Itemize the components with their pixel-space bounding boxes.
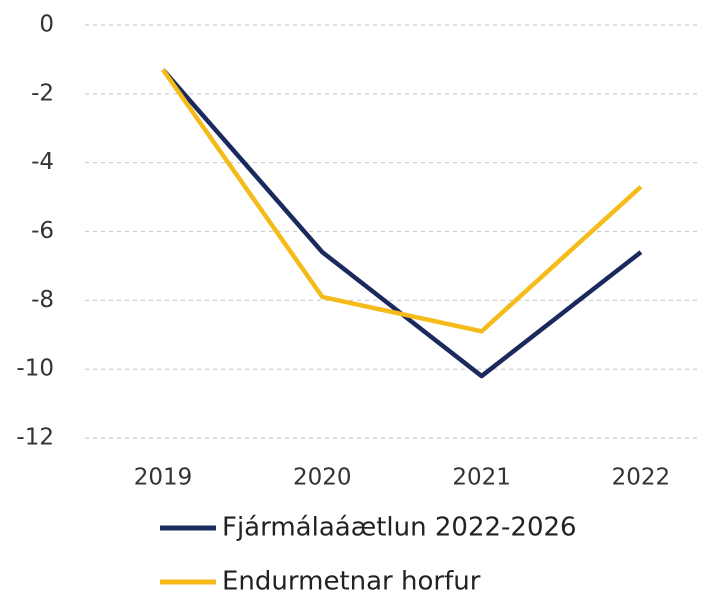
x-tick-label: 2020 (293, 465, 352, 491)
x-tick-label: 2021 (452, 465, 511, 491)
legend-label: Fjármálaáætlun 2022-2026 (222, 513, 577, 543)
x-tick-label: 2019 (134, 465, 193, 491)
y-tick-label: 0 (39, 12, 54, 38)
y-tick-label: -4 (31, 149, 54, 175)
y-tick-label: -10 (16, 356, 54, 382)
y-tick-label: -6 (31, 218, 54, 244)
y-tick-label: -8 (31, 287, 54, 313)
series-line (161, 68, 643, 379)
series-line (161, 68, 643, 334)
y-tick-label: -12 (16, 425, 54, 451)
legend-label: Endurmetnar horfur (222, 567, 481, 597)
x-tick-label: 2022 (612, 465, 671, 491)
y-tick-label: -2 (31, 80, 54, 106)
